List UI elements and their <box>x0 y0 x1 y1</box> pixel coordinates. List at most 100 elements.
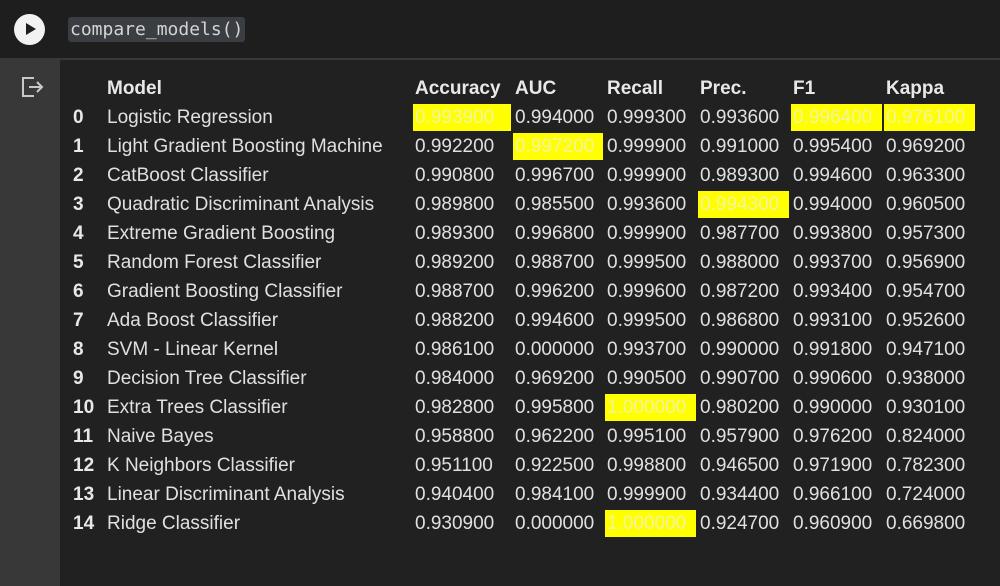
cell-recall: 0.999300 <box>607 107 687 128</box>
column-header-kappa: Kappa <box>886 78 945 99</box>
run-cell-button[interactable] <box>14 14 45 45</box>
row-index: 3 <box>73 194 84 215</box>
cell-kappa: 0.952600 <box>886 310 966 331</box>
cell-auc: 0.995800 <box>515 397 595 418</box>
cell-recall: 0.999900 <box>607 484 687 505</box>
model-comparison-table: Model Accuracy AUC Recall Prec. F1 Kappa… <box>67 73 977 539</box>
cell-kappa: 0.969200 <box>886 136 966 157</box>
cell-auc: 0.997200 <box>513 133 603 160</box>
cell-auc: 0.996700 <box>515 165 595 186</box>
table-body: 0 Logistic Regression 0.993900 0.994000 0.99… <box>69 104 975 537</box>
column-header-accuracy: Accuracy <box>415 78 501 99</box>
table-row: 9 Decision Tree Classifier 0.984000 0.96920… <box>69 365 975 392</box>
cell-kappa: 0.824000 <box>886 426 966 447</box>
code-input-area[interactable]: compare_models() <box>0 0 1000 58</box>
cell-model: Quadratic Discriminant Analysis <box>107 194 375 215</box>
cell-accuracy: 0.930900 <box>415 513 495 534</box>
cell-prec: 0.986800 <box>700 310 780 331</box>
cell-auc: 0.996200 <box>515 281 595 302</box>
cell-prec: 0.989300 <box>700 165 780 186</box>
cell-recall: 0.999500 <box>607 252 687 273</box>
cell-accuracy: 0.992200 <box>415 136 495 157</box>
cell-recall: 0.999900 <box>607 165 687 186</box>
row-index: 5 <box>73 252 84 273</box>
output-exit-icon[interactable] <box>20 76 44 98</box>
cell-prec: 0.994300 <box>698 191 789 218</box>
table-row: 14 Ridge Classifier 0.930900 0.000000 1.0000… <box>69 510 975 537</box>
table-header-row: Model Accuracy AUC Recall Prec. F1 Kappa <box>69 75 975 102</box>
cell-kappa: 0.976100 <box>884 104 975 131</box>
cell-f1: 0.994600 <box>793 165 873 186</box>
row-index: 14 <box>73 513 95 534</box>
cell-recall: 0.995100 <box>607 426 687 447</box>
cell-auc: 0.969200 <box>515 368 595 389</box>
cell-f1: 0.993700 <box>793 252 873 273</box>
cell-kappa: 0.930100 <box>886 397 966 418</box>
cell-f1: 0.960900 <box>793 513 873 534</box>
cell-model: Extreme Gradient Boosting <box>107 223 336 244</box>
table-row: 11 Naive Bayes 0.958800 0.962200 0.995100 0.9… <box>69 423 975 450</box>
row-index: 8 <box>73 339 84 360</box>
cell-f1: 0.996400 <box>791 104 882 131</box>
cell-accuracy: 0.988700 <box>415 281 495 302</box>
cell-accuracy: 0.958800 <box>415 426 495 447</box>
cell-prec: 0.990000 <box>700 339 780 360</box>
cell-f1: 0.990000 <box>793 397 873 418</box>
row-index: 0 <box>73 107 84 128</box>
table-row: 13 Linear Discriminant Analysis 0.940400 0.… <box>69 481 975 508</box>
table-row: 6 Gradient Boosting Classifier 0.988700 0.9… <box>69 278 975 305</box>
table-row: 12 K Neighbors Classifier 0.951100 0.922500… <box>69 452 975 479</box>
cell-prec: 0.946500 <box>700 455 780 476</box>
cell-auc: 0.994600 <box>515 310 595 331</box>
cell-prec: 0.991000 <box>700 136 780 157</box>
row-index: 12 <box>73 455 95 476</box>
cell-auc: 0.988700 <box>515 252 595 273</box>
cell-f1: 0.994000 <box>793 194 873 215</box>
code-text[interactable]: compare_models() <box>68 17 246 42</box>
cell-model: Linear Discriminant Analysis <box>107 484 345 505</box>
cell-recall: 0.999600 <box>607 281 687 302</box>
cell-accuracy: 0.988200 <box>415 310 495 331</box>
cell-f1: 0.995400 <box>793 136 873 157</box>
column-header-model: Model <box>107 78 162 99</box>
cell-model: SVM - Linear Kernel <box>107 339 279 360</box>
cell-f1: 0.993400 <box>793 281 873 302</box>
column-header-prec: Prec. <box>700 78 747 99</box>
cell-kappa: 0.954700 <box>886 281 966 302</box>
cell-kappa: 0.724000 <box>886 484 966 505</box>
cell-accuracy: 0.982800 <box>415 397 495 418</box>
cell-prec: 0.957900 <box>700 426 780 447</box>
cell-model: Naive Bayes <box>107 426 214 447</box>
table-row: 5 Random Forest Classifier 0.989200 0.98870… <box>69 249 975 276</box>
table-row: 0 Logistic Regression 0.993900 0.994000 0.99… <box>69 104 975 131</box>
index-header <box>69 75 103 102</box>
cell-kappa: 0.938000 <box>886 368 966 389</box>
cell-accuracy: 0.984000 <box>415 368 495 389</box>
cell-auc: 0.994000 <box>515 107 595 128</box>
cell-accuracy: 0.951100 <box>415 455 493 476</box>
cell-auc: 0.996800 <box>515 223 595 244</box>
column-header-auc: AUC <box>515 78 557 99</box>
cell-model: CatBoost Classifier <box>107 165 269 186</box>
cell-prec: 0.993600 <box>700 107 780 128</box>
row-index: 7 <box>73 310 84 331</box>
cell-recall: 0.999500 <box>607 310 687 331</box>
cell-model: Extra Trees Classifier <box>107 397 288 418</box>
row-index: 13 <box>73 484 95 505</box>
cell-f1: 0.990600 <box>793 368 873 389</box>
cell-model: Ridge Classifier <box>107 513 241 534</box>
cell-model: K Neighbors Classifier <box>107 455 295 476</box>
row-index: 4 <box>73 223 84 244</box>
cell-f1: 0.971900 <box>793 455 873 476</box>
cell-f1: 0.993100 <box>793 310 873 331</box>
column-header-recall: Recall <box>607 78 663 99</box>
cell-prec: 0.988000 <box>700 252 780 273</box>
cell-f1: 0.976200 <box>793 426 873 447</box>
cell-accuracy: 0.993900 <box>413 104 511 131</box>
cell-accuracy: 0.990800 <box>415 165 495 186</box>
output-gutter <box>0 58 60 586</box>
cell-accuracy: 0.986100 <box>415 339 495 360</box>
cell-recall: 1.000000 <box>605 394 696 421</box>
cell-auc: 0.984100 <box>515 484 595 505</box>
cell-prec: 0.934400 <box>700 484 780 505</box>
